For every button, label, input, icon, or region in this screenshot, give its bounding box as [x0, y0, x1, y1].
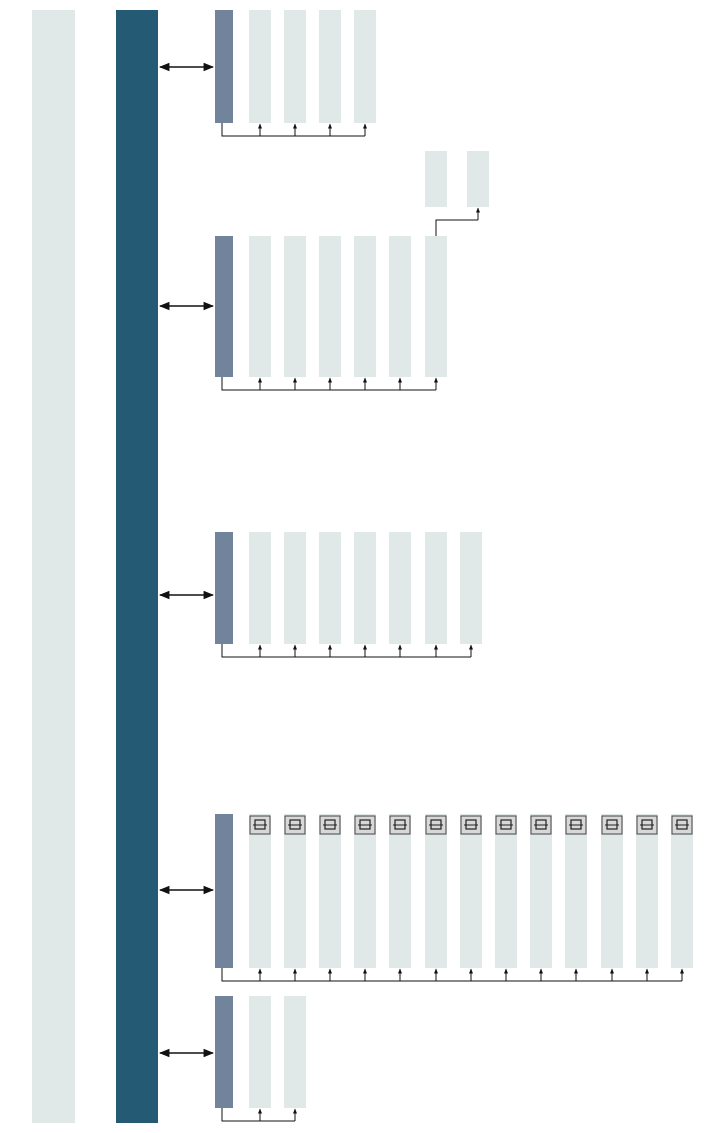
left-column: [32, 10, 75, 1123]
module: [354, 236, 376, 377]
module-head: [215, 236, 233, 377]
module: [460, 814, 482, 968]
module: [249, 10, 271, 123]
module: [601, 814, 623, 968]
module: [319, 814, 341, 968]
bracket: [435, 219, 478, 236]
module: [354, 10, 376, 123]
bracket: [221, 377, 436, 391]
bracket: [221, 644, 471, 658]
module: [284, 236, 306, 377]
module: [354, 814, 376, 968]
module: [467, 151, 489, 207]
module: [565, 814, 587, 968]
module: [389, 532, 411, 644]
module: [389, 814, 411, 968]
module: [530, 814, 552, 968]
module: [636, 814, 658, 968]
bracket: [221, 968, 682, 982]
module: [249, 532, 271, 644]
module-head: [215, 10, 233, 123]
module-head: [215, 996, 233, 1108]
module: [354, 532, 376, 644]
module: [284, 814, 306, 968]
module: [671, 814, 693, 968]
module-head: [215, 814, 233, 968]
module: [319, 532, 341, 644]
bus-column: [116, 10, 158, 1123]
module: [284, 532, 306, 644]
bracket: [221, 1108, 295, 1122]
module: [319, 10, 341, 123]
module: [495, 814, 517, 968]
module: [249, 236, 271, 377]
module: [389, 236, 411, 377]
module: [284, 996, 306, 1108]
module: [425, 236, 447, 377]
module: [284, 10, 306, 123]
module: [425, 532, 447, 644]
module: [249, 814, 271, 968]
module: [249, 996, 271, 1108]
module-head: [215, 532, 233, 644]
module: [460, 532, 482, 644]
module: [425, 814, 447, 968]
module: [425, 151, 447, 207]
module: [319, 236, 341, 377]
bracket: [221, 123, 365, 137]
